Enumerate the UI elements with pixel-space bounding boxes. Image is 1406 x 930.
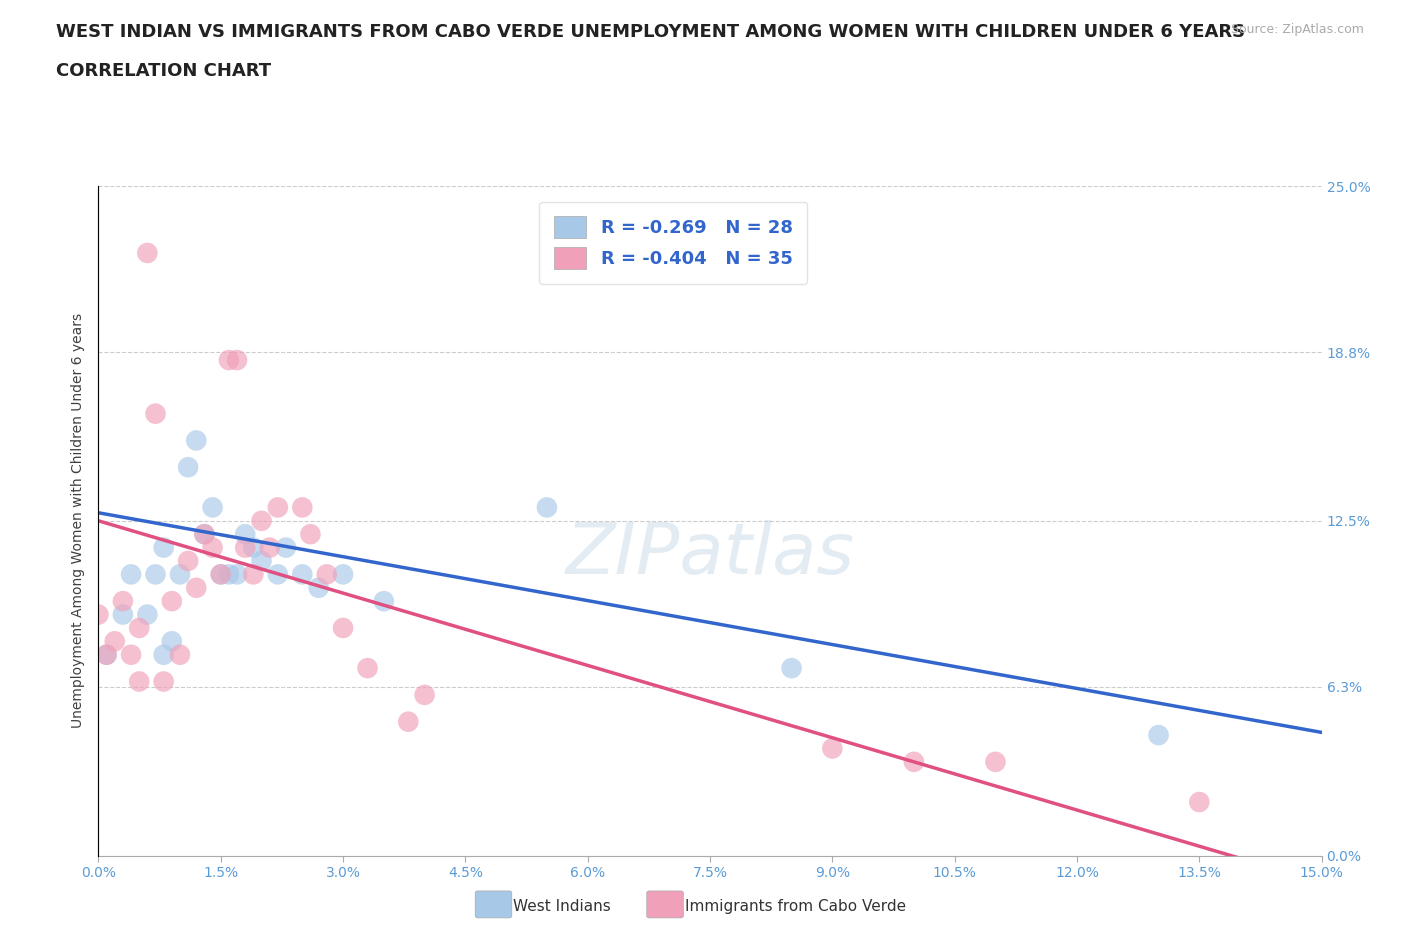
Point <box>120 647 142 662</box>
Point <box>218 352 240 367</box>
Point <box>396 714 419 729</box>
Point <box>250 553 273 568</box>
Point <box>96 647 118 662</box>
Point <box>242 567 264 582</box>
Point <box>104 634 127 649</box>
Point <box>536 500 558 515</box>
Text: Immigrants from Cabo Verde: Immigrants from Cabo Verde <box>685 899 905 914</box>
Point <box>169 567 191 582</box>
Point <box>1147 727 1170 742</box>
Point <box>267 567 290 582</box>
Point <box>145 567 167 582</box>
Point <box>267 500 290 515</box>
Point <box>136 246 159 260</box>
Point <box>332 567 354 582</box>
Point <box>128 620 150 635</box>
Point <box>186 433 208 448</box>
Point <box>186 580 208 595</box>
Point <box>226 352 249 367</box>
Point <box>259 540 281 555</box>
Point <box>201 500 224 515</box>
Point <box>291 567 314 582</box>
Point <box>128 674 150 689</box>
Point <box>209 567 232 582</box>
Point <box>169 647 191 662</box>
Text: ZIPatlas: ZIPatlas <box>565 520 855 589</box>
Point <box>984 754 1007 769</box>
Point <box>136 607 159 622</box>
Point <box>373 593 395 608</box>
Text: Source: ZipAtlas.com: Source: ZipAtlas.com <box>1230 23 1364 36</box>
Point <box>152 540 174 555</box>
Point <box>356 660 378 675</box>
Point <box>160 593 183 608</box>
Point <box>87 607 110 622</box>
Y-axis label: Unemployment Among Women with Children Under 6 years: Unemployment Among Women with Children U… <box>72 313 86 728</box>
Point <box>177 553 200 568</box>
Point <box>250 513 273 528</box>
Point <box>299 526 322 541</box>
Point <box>111 607 134 622</box>
Point <box>193 526 215 541</box>
Point <box>233 526 256 541</box>
Point <box>274 540 297 555</box>
Legend: R = -0.269   N = 28, R = -0.404   N = 35: R = -0.269 N = 28, R = -0.404 N = 35 <box>540 202 807 284</box>
Point <box>226 567 249 582</box>
Point <box>209 567 232 582</box>
Point <box>177 459 200 474</box>
Point <box>413 687 436 702</box>
Point <box>903 754 925 769</box>
Point <box>145 406 167 421</box>
Point <box>201 540 224 555</box>
Point <box>1188 794 1211 809</box>
Text: WEST INDIAN VS IMMIGRANTS FROM CABO VERDE UNEMPLOYMENT AMONG WOMEN WITH CHILDREN: WEST INDIAN VS IMMIGRANTS FROM CABO VERD… <box>56 23 1246 41</box>
Point <box>233 540 256 555</box>
Point <box>315 567 337 582</box>
Point <box>821 741 844 756</box>
Point <box>291 500 314 515</box>
Point <box>332 620 354 635</box>
Text: CORRELATION CHART: CORRELATION CHART <box>56 62 271 80</box>
Point <box>308 580 330 595</box>
Point <box>152 647 174 662</box>
Point <box>96 647 118 662</box>
Point <box>780 660 803 675</box>
Point <box>193 526 215 541</box>
Text: West Indians: West Indians <box>513 899 612 914</box>
Point <box>152 674 174 689</box>
Point <box>160 634 183 649</box>
Point <box>111 593 134 608</box>
Point <box>120 567 142 582</box>
Point <box>242 540 264 555</box>
Point <box>218 567 240 582</box>
